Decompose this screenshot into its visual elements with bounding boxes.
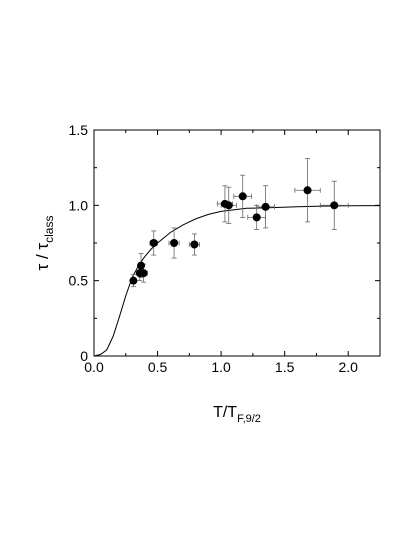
data-point [224,201,233,210]
data-point [149,239,158,247]
x-axis-title-main: T/T [213,404,237,421]
data-point [330,201,339,210]
data-point [190,240,199,249]
y-axis-title-sub: class [42,216,56,243]
data-point [252,213,261,222]
data-point [303,186,312,195]
data-point [129,276,138,285]
fit-curve-layer [93,205,381,357]
x-tick-label: 2.0 [338,359,358,375]
x-axis-title-sub: F,9/2 [237,413,261,425]
y-tick-label: 1.5 [69,122,89,138]
y-axis-title: τ / τclass [33,216,56,271]
y-tick-label: 0.5 [69,273,89,289]
data-point-layer [129,186,339,285]
data-point [137,261,146,270]
x-axis-title: T/TF,9/2 [213,404,261,425]
fit-curve [93,205,381,357]
errorbar-layer [130,158,349,288]
y-tick-label: 0 [80,348,88,364]
plot-frame [93,129,381,357]
data-point [261,202,270,211]
x-tick-label: 0.0 [84,359,104,375]
x-tick-label: 1.0 [211,359,231,375]
data-point [238,192,247,201]
data-point [139,269,148,278]
plot-axes [93,129,381,357]
y-tick-label: 1.0 [69,197,89,213]
tick-layer: 0.0 0.5 1.0 1.5 2.0 0 0.5 1.0 1.5 [69,122,380,375]
data-point [170,239,179,247]
x-tick-label: 1.5 [275,359,295,375]
x-tick-label: 0.5 [148,359,168,375]
y-axis-title-main: τ / τ [33,243,52,271]
